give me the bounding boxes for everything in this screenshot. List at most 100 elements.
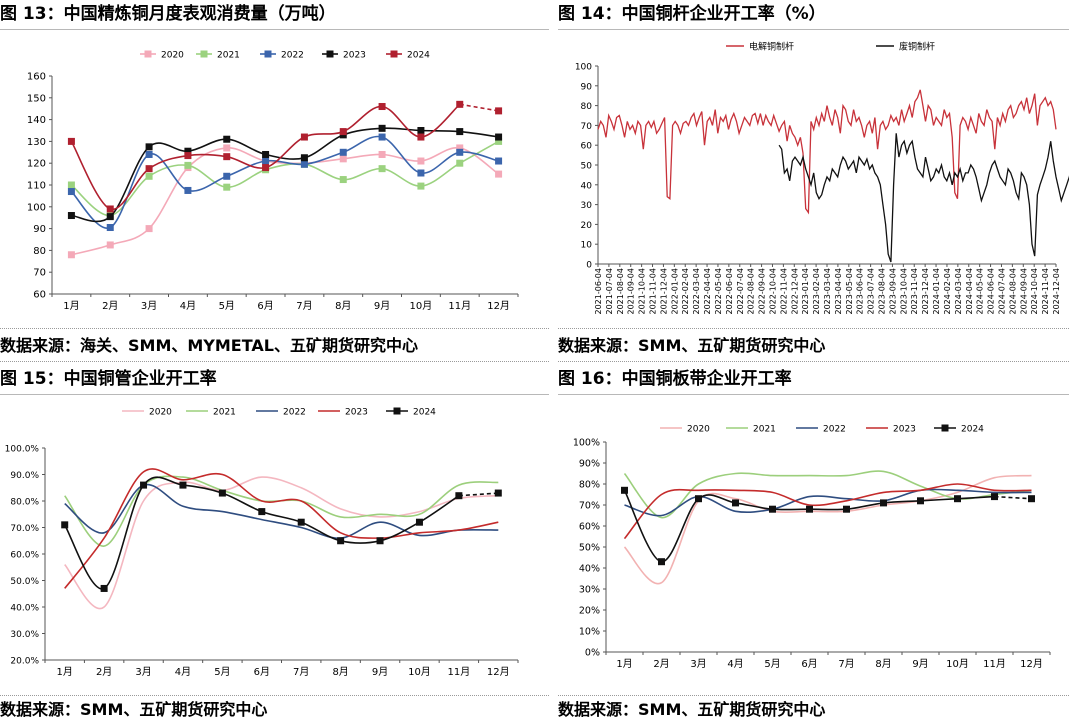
c16-ytick-label: 50%	[579, 543, 600, 554]
c13-point-2020	[223, 144, 231, 152]
c14-xtick-label: 2023-03-04	[823, 268, 832, 315]
c15-ytick-label: 90.0%	[10, 471, 39, 481]
c13-legend-label-2023: 2023	[343, 51, 366, 61]
c13-xtick-label: 6月	[257, 300, 273, 312]
c13-point-2024	[106, 205, 114, 213]
c14-xtick-label: 2022-03-04	[692, 268, 701, 315]
c13-point-2022	[67, 188, 75, 196]
c14-xtick-label: 2021-08-04	[616, 268, 625, 315]
c13-point-2024	[456, 100, 464, 108]
c13-xtick-label: 7月	[296, 300, 312, 312]
c14-xtick-label: 2024-09-04	[1019, 268, 1028, 315]
fig14-title: 图 14：中国铜杆企业开工率（%）	[558, 4, 826, 24]
c13-legend-label-2022: 2022	[281, 51, 304, 61]
c13-ytick-label: 110	[27, 181, 46, 192]
c16-legend-label-2020: 2020	[687, 425, 710, 435]
c14-xtick-label: 2022-12-04	[790, 268, 799, 315]
c15-point-2024	[376, 537, 384, 545]
c14-xtick-label: 2021-07-04	[605, 268, 614, 315]
c15-point-2024	[140, 481, 148, 489]
panel-fig16: 图 16：中国铜板带企业开工率 0% 10% 20% 30% 40% 50% 60% 70% 8…	[558, 365, 1069, 724]
c14-ytick-label: 30	[581, 201, 593, 211]
c13-point-2022	[145, 150, 153, 158]
fig15-top-rule	[0, 394, 549, 395]
c15-point-2024	[179, 481, 187, 489]
fig16-top-rule	[558, 394, 1069, 395]
c13-point-2023	[184, 147, 192, 155]
c16-legend-label-2024: 2024	[961, 425, 984, 435]
c14-xtick-label: 2024-05-04	[976, 268, 985, 315]
c14-ytick-label: 10	[581, 241, 593, 251]
c13-legend-marker-2022	[264, 50, 272, 58]
c15-xtick-label: 9月	[372, 666, 388, 678]
c15-legend-label-2022: 2022	[283, 408, 306, 418]
c13-point-2021	[145, 172, 153, 180]
c15-ytick-label: 40.0%	[10, 604, 39, 614]
c13-point-2023	[262, 150, 270, 158]
c16-point-2024	[695, 495, 702, 503]
c13-point-2021	[339, 176, 347, 184]
c14-xtick-label: 2024-06-04	[987, 268, 996, 315]
c13-point-2021	[184, 161, 192, 169]
fig16-title: 图 16：中国铜板带企业开工率	[558, 369, 792, 389]
fig16-chart: 0% 10% 20% 30% 40% 50% 60% 70% 80% 90% 100% 1月 2月 3月 4…	[573, 424, 1051, 670]
c16-xtick-label: 9月	[912, 658, 928, 670]
c15-legend-label-2020: 2020	[149, 408, 172, 418]
c14-xtick-label: 2024-10-04	[1030, 268, 1039, 315]
c13-ytick-label: 100	[27, 202, 46, 213]
c13-point-2023	[223, 135, 231, 143]
c13-legend-label-2021: 2021	[217, 51, 240, 61]
c14-xtick-label: 2022-01-04	[670, 268, 679, 315]
c14-xtick-label: 2022-09-04	[758, 268, 767, 315]
c15-ytick-label: 20.0%	[10, 657, 39, 667]
c13-point-2024	[67, 137, 75, 145]
c16-xtick-label: 6月	[801, 658, 817, 670]
c13-xtick-label: 10月	[410, 300, 433, 312]
c15-xtick-label: 2月	[96, 666, 112, 678]
c14-xtick-label: 2024-07-04	[997, 268, 1006, 315]
c14-ytick-label: 100	[575, 63, 592, 73]
fig13-title: 图 13：中国精炼铜月度表观消费量（万吨）	[0, 4, 336, 24]
c13-point-2023	[67, 212, 75, 220]
c13-ytick-label: 70	[33, 268, 46, 279]
c15-xtick-label: 12月	[487, 666, 510, 678]
c15-point-2024	[337, 537, 345, 545]
c13-point-2023	[495, 133, 503, 141]
c15-ytick-label: 70.0%	[10, 524, 39, 534]
c15-xtick-label: 8月	[332, 666, 348, 678]
c14-ytick-label: 70	[581, 122, 593, 132]
c14-xtick-label: 2022-02-04	[681, 268, 690, 315]
c16-xtick-label: 8月	[875, 658, 891, 670]
c16-point-2024	[843, 505, 850, 513]
c13-xtick-label: 12月	[487, 300, 510, 312]
c13-ytick-label: 140	[27, 115, 46, 126]
c16-legend-label-2021: 2021	[753, 425, 776, 435]
c14-xtick-label: 2021-09-04	[627, 268, 636, 315]
c14-xtick-label: 2023-02-04	[812, 268, 821, 315]
c13-point-2024	[417, 133, 425, 141]
c13-xtick-label: 3月	[141, 300, 157, 312]
c16-ytick-label: 60%	[579, 522, 600, 533]
c14-xtick-label: 2024-01-04	[932, 268, 941, 315]
c15-legend-label-2024: 2024	[413, 408, 436, 418]
c13-point-2020	[456, 144, 464, 152]
c13-point-2020	[67, 251, 75, 259]
c14-xtick-label: 2022-04-04	[703, 268, 712, 315]
c15-point-2024	[415, 518, 423, 526]
c16-ytick-label: 20%	[579, 606, 600, 617]
c13-xtick-label: 1月	[63, 300, 79, 312]
c15-xtick-label: 4月	[175, 666, 191, 678]
c16-xtick-label: 3月	[690, 658, 706, 670]
c13-legend-marker-2024	[390, 50, 398, 58]
fig13-footer-rule	[0, 361, 549, 362]
c15-ytick-label: 60.0%	[10, 551, 39, 561]
c14-xtick-label: 2023-09-04	[888, 268, 897, 315]
c16-point-2024	[621, 486, 628, 494]
c16-legend-marker-2024	[941, 424, 949, 432]
c15-xtick-label: 5月	[214, 666, 230, 678]
c13-ytick-label: 90	[33, 224, 46, 235]
c16-legend-label-2022: 2022	[823, 425, 846, 435]
c13-point-2023	[106, 213, 114, 221]
c13-ytick-label: 60	[33, 290, 46, 301]
c15-series-2022-line	[64, 483, 499, 539]
